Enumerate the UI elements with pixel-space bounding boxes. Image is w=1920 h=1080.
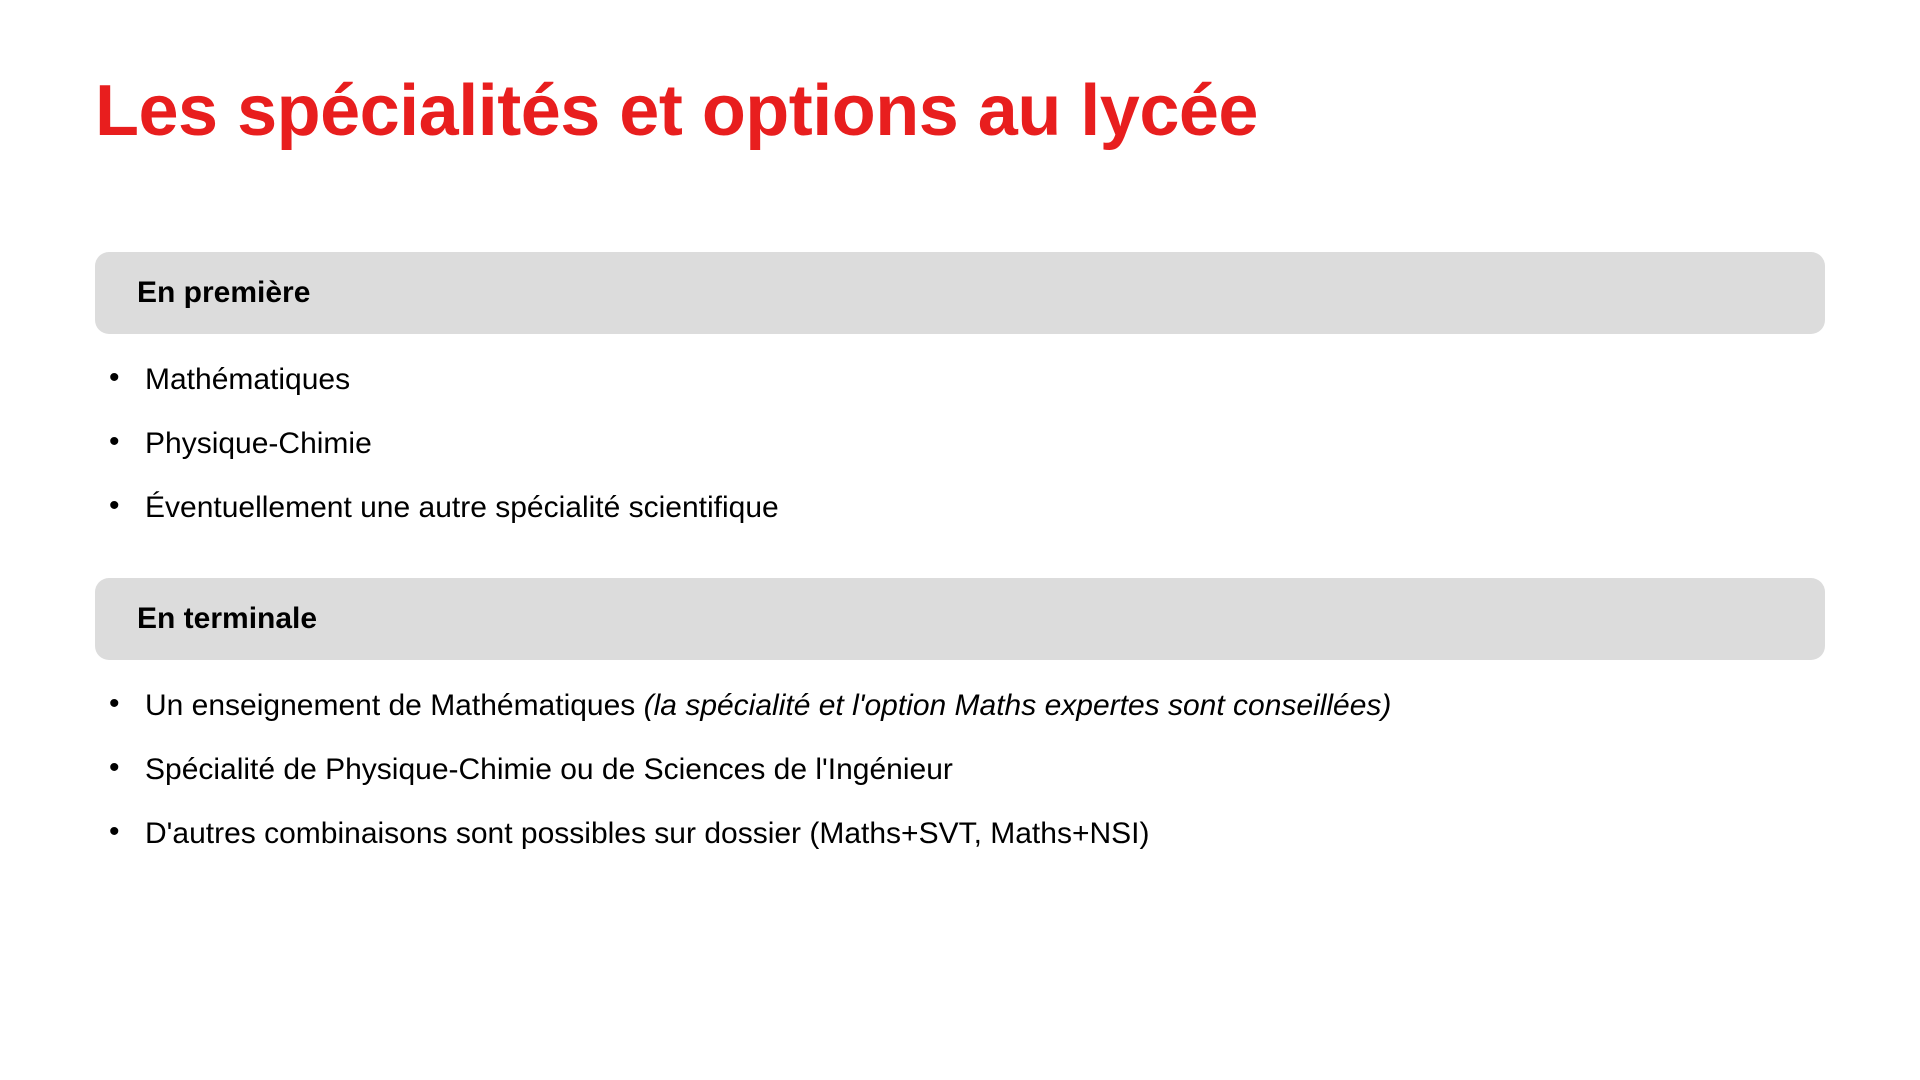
list-item-text: Éventuellement une autre spécialité scie… — [145, 491, 779, 524]
page-title: Les spécialités et options au lycée — [95, 70, 1825, 152]
list-item: Éventuellement une autre spécialité scie… — [109, 490, 1825, 526]
slide: Les spécialités et options au lycée En p… — [0, 0, 1920, 1080]
list-item: Physique-Chimie — [109, 426, 1825, 462]
list-item-italic: (la spécialité et l'option Maths experte… — [644, 689, 1392, 722]
list-item-text: Un enseignement de Mathématiques — [145, 689, 644, 722]
bullet-list-premiere: Mathématiques Physique-Chimie Éventuelle… — [95, 362, 1825, 526]
section-header-label: En première — [137, 276, 310, 310]
list-item-text: Physique-Chimie — [145, 427, 372, 460]
list-item: D'autres combinaisons sont possibles sur… — [109, 816, 1825, 852]
list-item: Spécialité de Physique-Chimie ou de Scie… — [109, 752, 1825, 788]
list-item-text: Mathématiques — [145, 363, 350, 396]
section-header-premiere: En première — [95, 252, 1825, 334]
bullet-list-terminale: Un enseignement de Mathématiques (la spé… — [95, 688, 1825, 852]
list-item-text: D'autres combinaisons sont possibles sur… — [145, 817, 1149, 850]
list-item-text: Spécialité de Physique-Chimie ou de Scie… — [145, 753, 953, 786]
list-item: Un enseignement de Mathématiques (la spé… — [109, 688, 1825, 724]
section-header-terminale: En terminale — [95, 578, 1825, 660]
list-item: Mathématiques — [109, 362, 1825, 398]
section-header-label: En terminale — [137, 602, 317, 636]
